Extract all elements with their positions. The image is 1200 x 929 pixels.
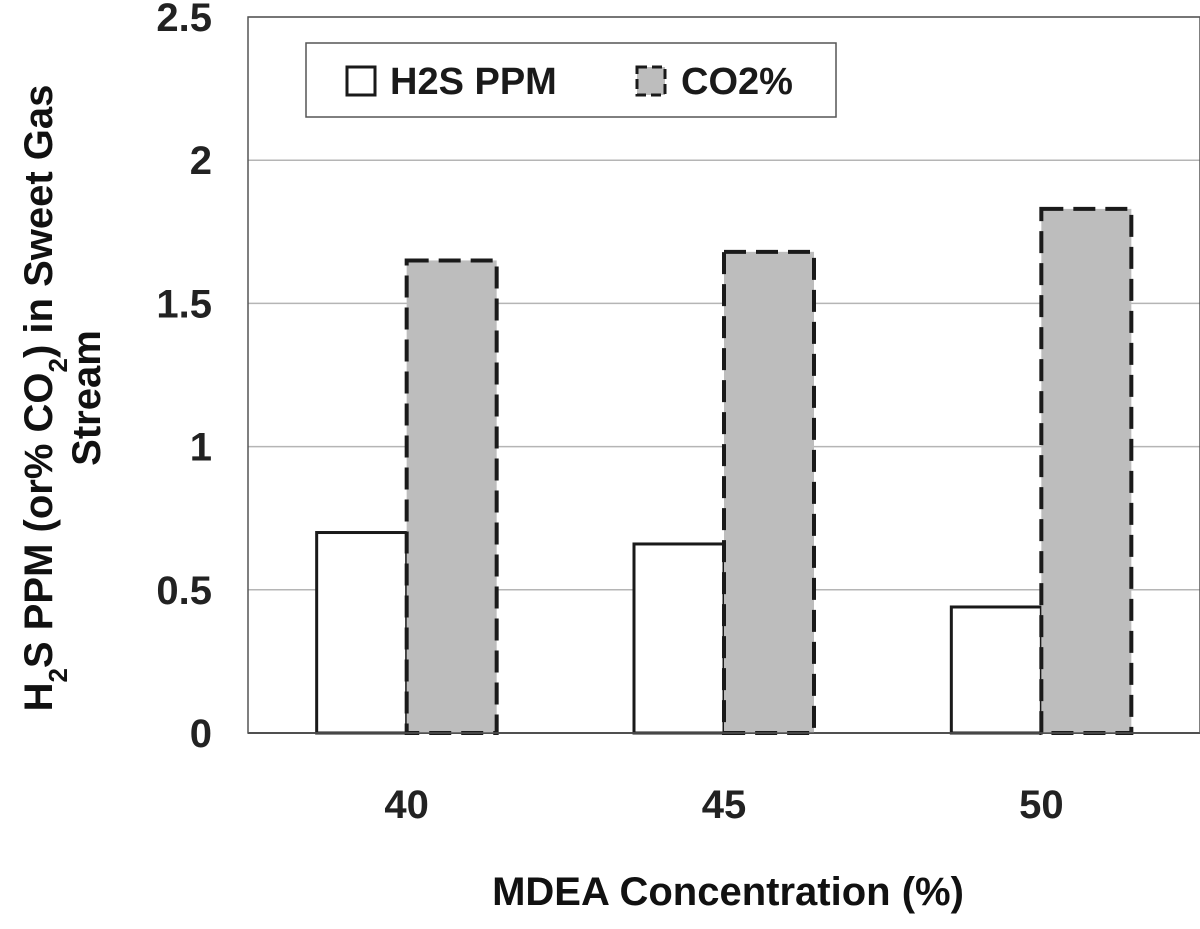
y-title-sub-2b: 2	[43, 358, 73, 372]
y-tick-label: 0.5	[156, 569, 212, 613]
y-title-part-s: S PPM (or% CO	[17, 372, 61, 668]
y-axis-tick-labels: 0 0.5 1 1.5 2 2.5	[156, 0, 212, 756]
y-title-part-h: H	[17, 683, 61, 712]
y-title-sub-2a: 2	[43, 668, 73, 682]
y-title-part-end: ) in Sweet Gas	[17, 85, 61, 358]
bar-co2-percent	[1039, 206, 1134, 735]
x-tick-label: 40	[384, 783, 429, 827]
legend-label-h2s: H2S PPM	[390, 61, 557, 103]
y-axis-title-line2: Stream	[65, 330, 109, 466]
y-tick-label: 0	[190, 712, 212, 756]
legend-swatch-h2s	[345, 65, 377, 97]
bars	[315, 206, 1134, 736]
x-axis-tick-labels: 40 45 50	[384, 783, 1063, 827]
y-tick-label: 2	[190, 139, 212, 183]
x-tick-label: 45	[702, 783, 747, 827]
x-tick-label: 50	[1019, 783, 1064, 827]
y-axis-title: H2S PPM (or% CO2) in Sweet Gas Stream	[17, 85, 109, 712]
legend-swatch-co2	[635, 65, 667, 97]
bar-h2s-ppm	[949, 605, 1043, 735]
y-axis-title-line1: H2S PPM (or% CO2) in Sweet Gas	[17, 85, 73, 712]
bar-h2s-ppm	[632, 542, 726, 735]
legend: H2S PPM CO2%	[305, 42, 837, 118]
bar-co2-percent	[722, 249, 816, 736]
legend-label-co2: CO2%	[681, 61, 793, 103]
bar-co2-percent	[404, 258, 499, 735]
x-axis-title: MDEA Concentration (%)	[492, 870, 964, 914]
y-tick-label: 2.5	[156, 0, 212, 40]
plot-area-frame	[247, 16, 1200, 734]
y-tick-label: 1.5	[156, 282, 212, 326]
legend-box	[305, 42, 837, 118]
y-tick-label: 1	[190, 426, 212, 470]
bar-h2s-ppm	[315, 531, 409, 735]
